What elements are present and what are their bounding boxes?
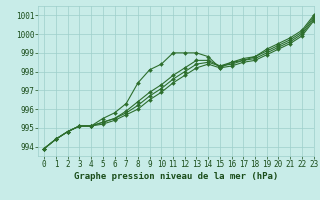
X-axis label: Graphe pression niveau de la mer (hPa): Graphe pression niveau de la mer (hPa) <box>74 172 278 181</box>
